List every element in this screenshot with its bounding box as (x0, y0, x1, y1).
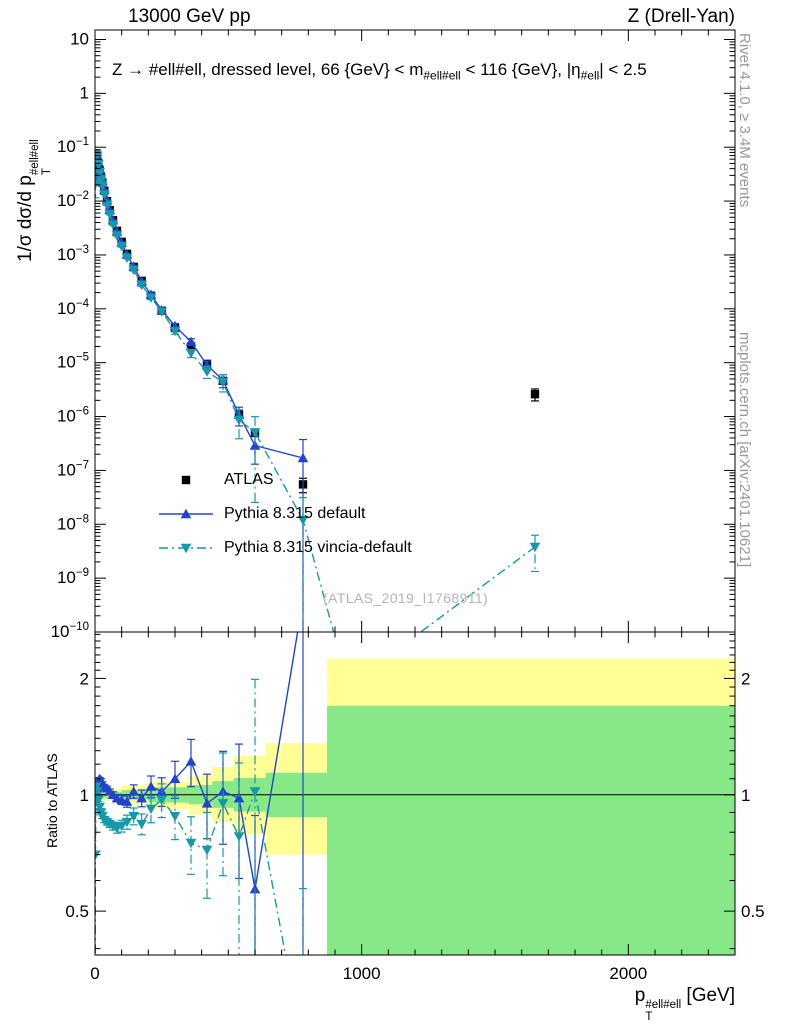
x-axis-superscript: #ell#ell (645, 999, 682, 1011)
x-axis-title: p #ell#ell T [GeV] (635, 985, 735, 1023)
process-title: Z (Drell-Yan) (627, 6, 735, 27)
svg-text:1: 1 (741, 786, 750, 805)
analysis-id-watermark: (ATLAS_2019_I1768911) (323, 590, 489, 606)
y-axis-title: 1/σ dσ/d p #ell#ell T (15, 139, 53, 262)
atlas-marker-icon (157, 471, 215, 489)
legend-item-atlas: ATLAS (157, 463, 412, 497)
svg-text:10: 10 (70, 29, 89, 48)
svg-text:10−10: 10−10 (51, 621, 89, 641)
x-axis-title-text: p (634, 985, 646, 1006)
legend-label-pythia-default: Pythia 8.315 default (224, 505, 366, 522)
rivet-version-label: Rivet 4.1.0, ≥ 3.4M events (736, 33, 753, 208)
legend-item-pythia-vincia: Pythia 8.315 vincia-default (157, 531, 412, 565)
mcplots-arxiv-label: mcplots.cern.ch [arXiv:2401.10621] (736, 332, 753, 568)
svg-text:0.5: 0.5 (65, 902, 89, 921)
beam-energy-title: 13000 GeV pp (128, 6, 251, 27)
legend-item-pythia-default: Pythia 8.315 default (157, 497, 412, 531)
ratio-y-axis-title: Ratio to ATLAS (44, 753, 60, 848)
y-axis-title-text: 1/σ dσ/d p (15, 175, 36, 262)
svg-text:10−3: 10−3 (57, 244, 89, 264)
svg-text:10−1: 10−1 (57, 136, 89, 156)
svg-text:10−9: 10−9 (57, 567, 89, 587)
svg-text:2: 2 (80, 669, 89, 688)
cuts-text: | < 2.5 (599, 60, 647, 79)
legend: ATLAS Pythia 8.315 default Pythia 8.315 … (157, 463, 412, 565)
y-axis-subscript: T (41, 168, 54, 176)
svg-text:1: 1 (80, 786, 89, 805)
pythia-default-marker-icon (157, 505, 215, 523)
svg-text:1: 1 (80, 83, 89, 102)
svg-text:1000: 1000 (343, 964, 381, 983)
svg-text:2000: 2000 (609, 964, 647, 983)
svg-text:10−5: 10−5 (57, 352, 89, 372)
cuts-text: < 116 {GeV}, |η (460, 60, 581, 79)
x-axis-subscript: T (645, 1011, 653, 1024)
svg-text:10−6: 10−6 (57, 406, 89, 426)
svg-text:10−4: 10−4 (57, 298, 90, 318)
pythia-vincia-marker-icon (157, 539, 215, 557)
legend-label-pythia-vincia: Pythia 8.315 vincia-default (224, 539, 412, 556)
mll-subscript: #ell#ell (423, 68, 461, 83)
x-axis-units: [GeV] (681, 985, 735, 1006)
legend-label-atlas: ATLAS (224, 471, 274, 488)
eta-subscript: #ell (580, 68, 600, 83)
svg-text:0.5: 0.5 (741, 902, 765, 921)
y-axis-superscript: #ell#ell (29, 139, 41, 176)
svg-text:10−2: 10−2 (57, 190, 89, 210)
svg-text:10−7: 10−7 (57, 459, 89, 479)
svg-text:2: 2 (741, 669, 750, 688)
cuts-text: Z → #ell#ell, dressed level, 66 {GeV} < … (112, 60, 424, 79)
cuts-annotation: Z → #ell#ell, dressed level, 66 {GeV} < … (112, 60, 647, 82)
svg-text:10−8: 10−8 (57, 513, 89, 533)
svg-text:0: 0 (90, 964, 99, 983)
